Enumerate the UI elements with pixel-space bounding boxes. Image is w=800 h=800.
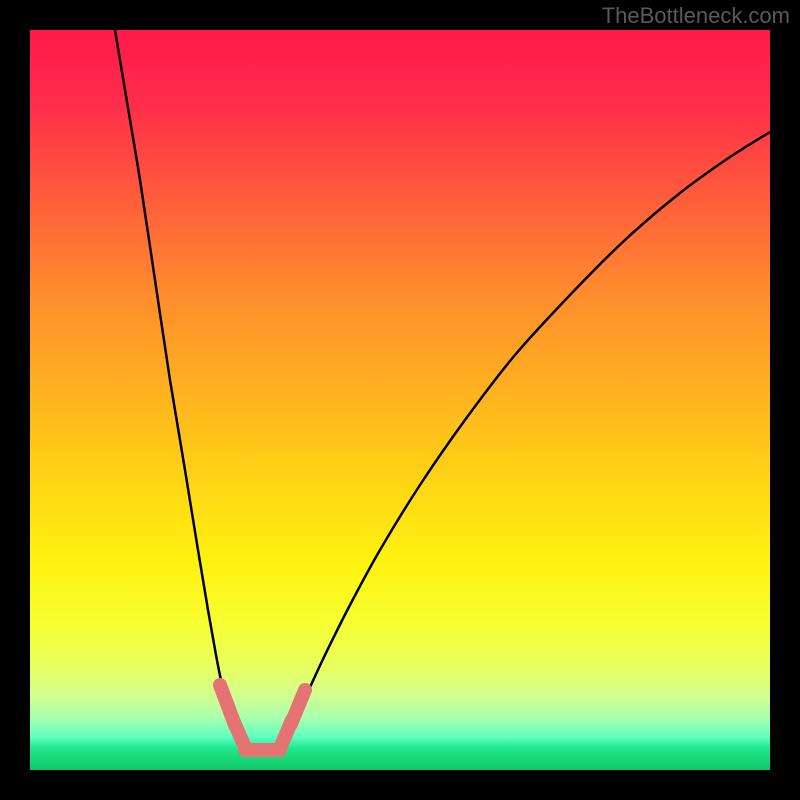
gradient-background bbox=[30, 30, 770, 770]
watermark-text: TheBottleneck.com bbox=[602, 3, 790, 29]
bottleneck-chart bbox=[30, 30, 770, 770]
chart-svg bbox=[30, 30, 770, 770]
